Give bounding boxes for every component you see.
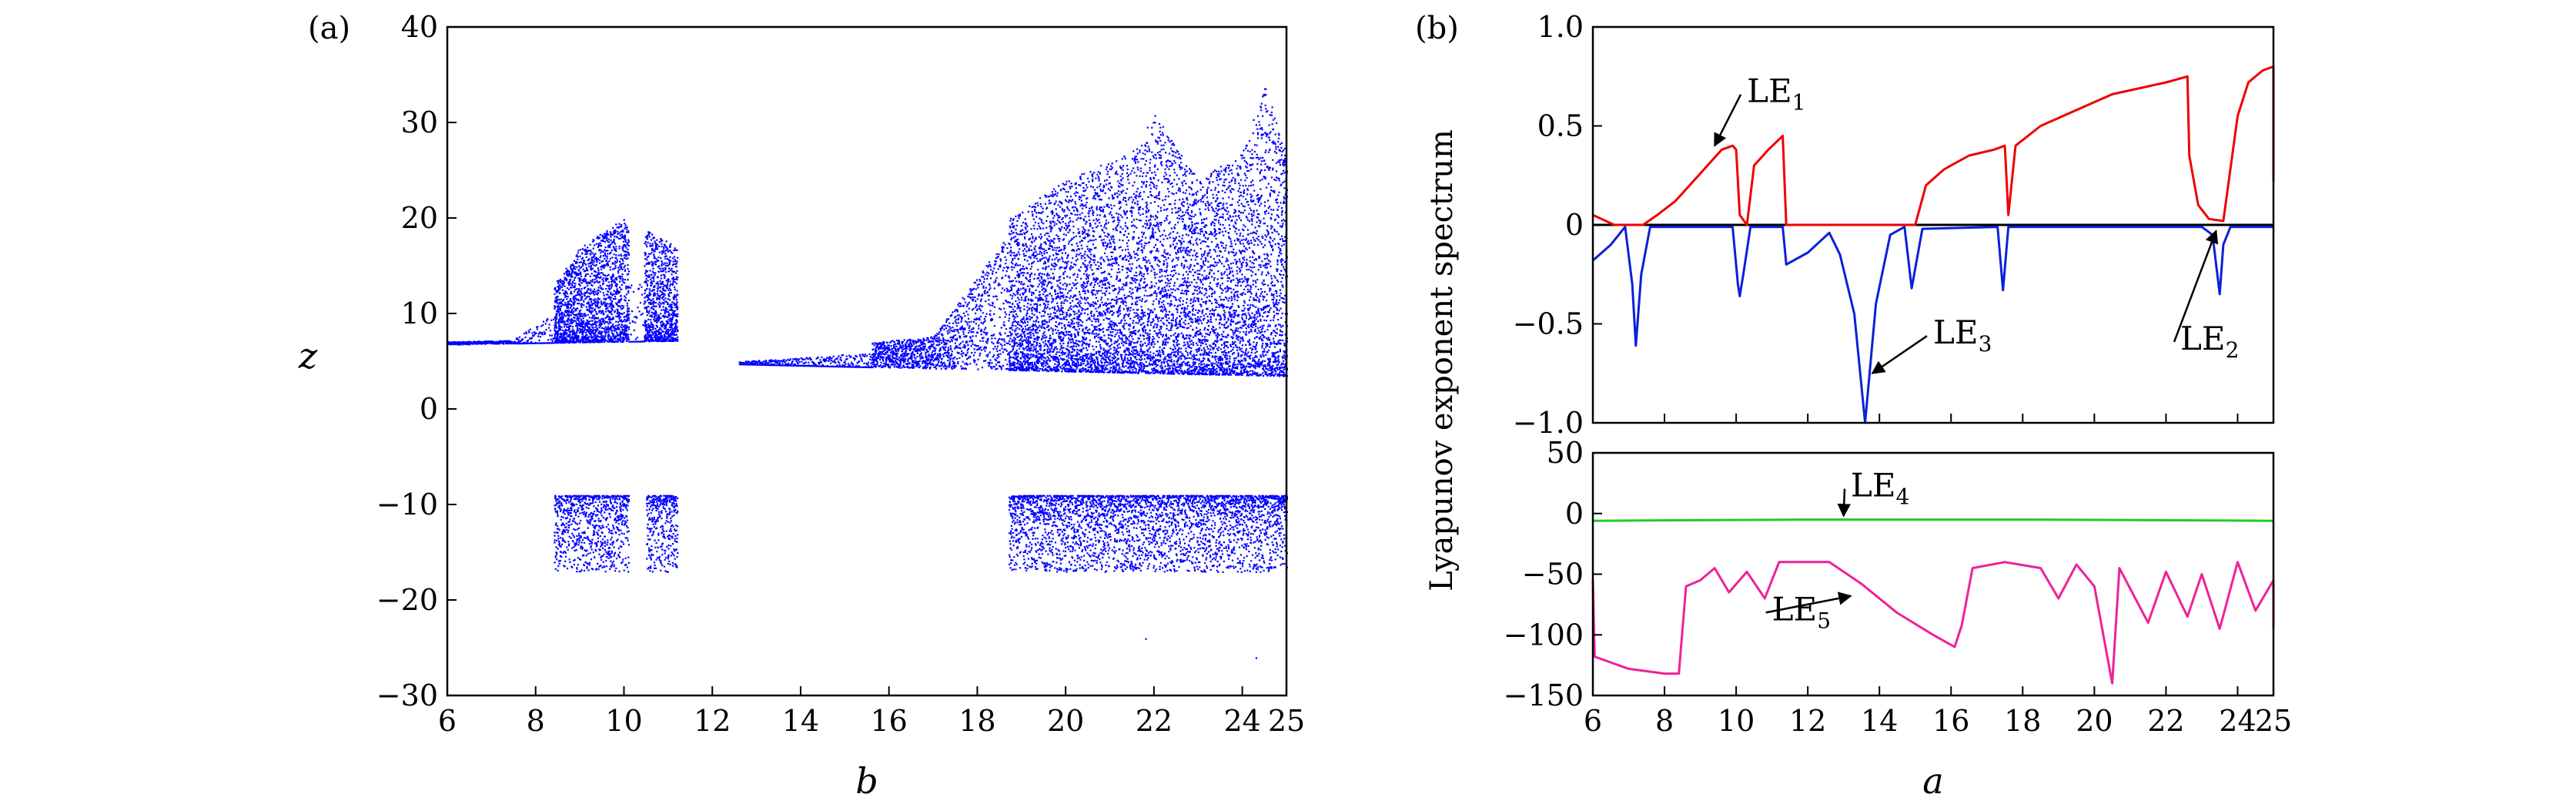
panel-a-ytick-label: 10 bbox=[401, 297, 438, 330]
panel-b-xtick-label: 25 bbox=[2255, 704, 2292, 738]
panel-b-bottom-lines bbox=[1591, 518, 2275, 685]
panel-b-xtick-label: 18 bbox=[2004, 704, 2041, 738]
panel-a-ytick-label: −30 bbox=[376, 679, 438, 712]
panel-b-xtick-label: 22 bbox=[2147, 704, 2184, 738]
panel-a-xtick-label: 25 bbox=[1268, 704, 1305, 738]
panel-a-xtick-label: 20 bbox=[1047, 704, 1084, 738]
panel-b-bottom-ytick-label: −150 bbox=[1504, 679, 1584, 712]
annotation-label-le3: LE3 bbox=[1933, 313, 1992, 357]
panel-b-top-lines bbox=[1592, 65, 2275, 424]
annotation-arrow-le3 bbox=[1871, 335, 1928, 374]
panel-b-bottom-ytick-label: 0 bbox=[1565, 497, 1584, 531]
panel-a-xtick-label: 14 bbox=[782, 704, 819, 738]
panel-b-xlabel: a bbox=[1922, 760, 1943, 802]
panel-b-ylabel: Lyapunov exponent spectrum bbox=[1424, 129, 1460, 591]
panel-b-xtick-label: 24 bbox=[2219, 704, 2256, 738]
series-le3 bbox=[1592, 226, 2273, 424]
panel-b-xtick-label: 20 bbox=[2076, 704, 2113, 738]
panel-b-bottom-ytick-label: 50 bbox=[1547, 436, 1584, 470]
panel-a-xtick-label: 12 bbox=[694, 704, 731, 738]
panel-b-xtick-label: 14 bbox=[1861, 704, 1898, 738]
bifurcation-points-negative bbox=[554, 494, 1288, 659]
panel-b-xtick-label: 10 bbox=[1718, 704, 1755, 738]
panel-b-top-ytick-label: −0.5 bbox=[1513, 307, 1584, 341]
panel-b-xtick-label: 16 bbox=[1932, 704, 1969, 738]
panel-a: (a) 6 8 10 12 14 16 18 20 22 24 25 −30 −20 −10 0 10 20 30… bbox=[298, 10, 1305, 802]
panel-a-ytick-label: 40 bbox=[401, 10, 438, 44]
panel-a-xtick-label: 24 bbox=[1223, 704, 1260, 738]
panel-a-frame bbox=[446, 25, 1288, 697]
panel-b-bottom-frame bbox=[1591, 451, 2275, 697]
annotation-arrow-le5 bbox=[1765, 591, 1852, 614]
panel-a-label: (a) bbox=[308, 11, 350, 46]
annotation-label-le2: LE2 bbox=[2180, 320, 2239, 363]
panel-b-label: (b) bbox=[1415, 11, 1459, 46]
annotation-arrow-le2 bbox=[2173, 230, 2219, 343]
panel-a-xlabel: b bbox=[855, 760, 878, 802]
panel-a-xtick-label: 8 bbox=[527, 704, 545, 738]
panel-a-ylabel: z bbox=[298, 335, 318, 377]
panel-a-xtick-label: 22 bbox=[1136, 704, 1173, 738]
panel-a-xtick-label: 6 bbox=[438, 704, 457, 738]
panel-b-top-ytick-label: 1.0 bbox=[1537, 10, 1584, 44]
series-le5 bbox=[1591, 561, 2275, 685]
panel-a-ytick-label: −20 bbox=[376, 583, 438, 617]
panel-b-xtick-label: 8 bbox=[1655, 704, 1674, 738]
panel-b-top-ytick-label: −1.0 bbox=[1513, 406, 1584, 440]
annotation-label-le1: LE1 bbox=[1747, 72, 1805, 116]
panel-b-top-ytick-label: 0 bbox=[1565, 208, 1584, 242]
panel-a-scatter-points bbox=[447, 88, 1288, 659]
annotation-arrow-le4 bbox=[1837, 488, 1852, 518]
annotation-label-le5: LE5 bbox=[1772, 590, 1831, 633]
panel-a-xtick-label: 16 bbox=[871, 704, 908, 738]
panel-a-xtick-label: 10 bbox=[605, 704, 642, 738]
bifurcation-points-positive bbox=[447, 88, 1288, 377]
panel-a-xtick-label: 18 bbox=[958, 704, 995, 738]
series-le1 bbox=[1592, 65, 2275, 226]
annotation-arrow-le1 bbox=[1714, 94, 1742, 147]
panel-b-top-ytick-label: 0.5 bbox=[1537, 109, 1584, 143]
panel-b-bottom-ytick-label: −100 bbox=[1504, 618, 1584, 652]
annotation-label-le4: LE4 bbox=[1851, 467, 1909, 510]
series-le4 bbox=[1592, 518, 2274, 522]
panel-a-ytick-label: −10 bbox=[376, 488, 438, 521]
panel-a-ticks: 6 8 10 12 14 16 18 20 22 24 25 −30 −20 −10 0 10 20 30 40 bbox=[376, 10, 1305, 738]
panel-b-xtick-label: 12 bbox=[1789, 704, 1826, 738]
panel-b-bottom-ytick-label: −50 bbox=[1522, 558, 1584, 591]
panel-a-ytick-label: 30 bbox=[401, 106, 438, 139]
panel-a-ytick-label: 0 bbox=[420, 392, 438, 426]
panel-a-ytick-label: 20 bbox=[401, 201, 438, 235]
panel-b-xtick-label: 6 bbox=[1584, 704, 1602, 738]
panel-b-annotations: LE1 LE3 LE2 LE4 LE5 bbox=[1714, 72, 2239, 633]
